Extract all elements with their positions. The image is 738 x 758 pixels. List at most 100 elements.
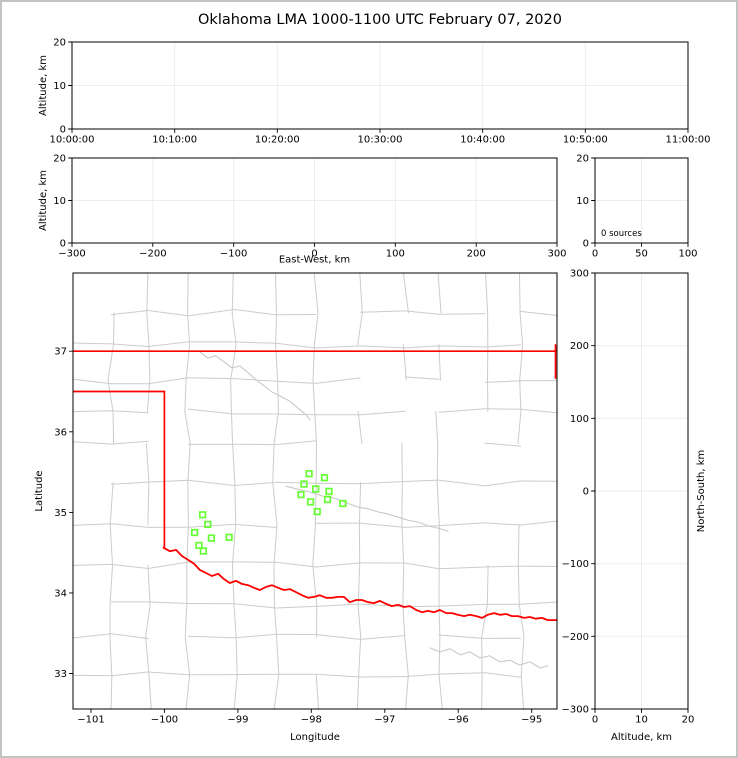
- county-line: [107, 379, 114, 413]
- county-line: [146, 312, 150, 346]
- ticks: 0 50 100 0 10 20: [576, 154, 697, 260]
- county-line: [187, 312, 191, 346]
- county-line: [404, 673, 440, 678]
- tick-label: 0: [60, 125, 66, 136]
- county-line: [233, 603, 277, 609]
- county-line: [520, 408, 557, 414]
- gridlines: [594, 157, 689, 244]
- county-line: [359, 635, 406, 640]
- station-marker: [306, 498, 315, 506]
- county-line: [517, 564, 520, 606]
- county-line: [484, 480, 522, 487]
- county-line: [315, 674, 319, 709]
- station-marker: [204, 520, 212, 529]
- tick-label: −96: [448, 715, 469, 726]
- station-marker: [199, 547, 208, 555]
- tick-label: 10:50:00: [563, 135, 608, 146]
- county-line: [113, 312, 115, 346]
- county-line: [484, 565, 522, 568]
- county-line: [517, 411, 522, 444]
- county-line: [233, 309, 277, 316]
- station-marker: [320, 474, 329, 482]
- county-line: [277, 379, 279, 413]
- panel-ns_height: 0 10 20 −300 −200 −100 0 100 200 300 Altitude, km N…: [562, 269, 707, 744]
- tick-label: −99: [227, 715, 248, 726]
- county-line: [109, 636, 113, 676]
- county-line: [356, 674, 360, 709]
- tick-label: −300: [562, 705, 589, 716]
- county-line: [147, 341, 189, 347]
- county-line: [359, 481, 406, 485]
- tick-label: −200: [139, 249, 166, 260]
- county-line: [231, 312, 237, 346]
- county-line: [312, 524, 316, 566]
- county-line: [315, 562, 361, 568]
- tick-label: 100: [678, 249, 697, 260]
- county-line: [520, 674, 525, 709]
- county-line: [187, 377, 235, 380]
- tick-label: −100: [220, 249, 247, 260]
- county-line: [73, 674, 112, 677]
- county-line: [359, 310, 406, 313]
- county-line: [233, 481, 277, 486]
- county-line: [273, 604, 278, 638]
- county-line: [73, 633, 112, 639]
- county-line: [357, 411, 363, 444]
- county-line: [313, 312, 319, 346]
- county-line: [402, 564, 405, 606]
- station-marker: [297, 490, 305, 499]
- county-line: [404, 345, 440, 349]
- tick-label: 36: [54, 427, 67, 438]
- county-line: [520, 636, 525, 676]
- tick-label: 37: [54, 347, 67, 358]
- tick-label: 10: [53, 196, 66, 207]
- county-line: [517, 524, 520, 566]
- county-line: [315, 345, 361, 349]
- tick-label: 0: [592, 249, 598, 260]
- county-line: [438, 522, 486, 527]
- county-line: [73, 563, 112, 566]
- county-line: [184, 604, 188, 638]
- county-line: [438, 479, 486, 487]
- county-line: [484, 672, 522, 678]
- tick-label: 10:40:00: [460, 135, 505, 146]
- station-marker: [225, 533, 233, 541]
- county-line: [438, 603, 486, 607]
- county-line: [315, 673, 361, 678]
- station-marker: [312, 485, 320, 493]
- county-line: [146, 273, 149, 314]
- county-line: [315, 603, 361, 607]
- county-line: [232, 442, 236, 483]
- county-line: [147, 310, 189, 317]
- county-line: [481, 604, 488, 638]
- ticks: 10:00:00 10:10:00 10:20:00 10:30:00 10:40:00…: [50, 38, 711, 146]
- county-line: [187, 273, 189, 314]
- county-line: [519, 273, 521, 314]
- county-line: [147, 671, 189, 676]
- x-axis-label: Altitude, km: [611, 732, 672, 743]
- county-line: [73, 523, 112, 526]
- y-axis-label: Latitude: [34, 470, 45, 511]
- county-line: [145, 442, 150, 483]
- county-line: [110, 481, 149, 485]
- county-line: [233, 523, 277, 528]
- county-line: [357, 564, 361, 606]
- county-line: [147, 379, 151, 413]
- county-line: [402, 273, 409, 314]
- station-marker: [195, 541, 203, 550]
- tick-label: −300: [58, 249, 85, 260]
- panel-ew_height: −300 −200 −100 0 100 200 300 0 10 20 East-West, km…: [38, 154, 567, 266]
- county-line: [275, 561, 317, 568]
- tick-label: 50: [635, 249, 648, 260]
- county-line: [234, 482, 237, 526]
- county-line: [184, 411, 191, 444]
- tick-label: 10: [53, 81, 66, 92]
- station-marker: [190, 528, 199, 537]
- station-marker: [323, 495, 332, 504]
- station-marker: [339, 499, 347, 508]
- county-line: [401, 524, 405, 566]
- county-line: [73, 410, 112, 413]
- county-line: [438, 345, 486, 348]
- county-line: [110, 674, 113, 709]
- county-line: [184, 636, 191, 676]
